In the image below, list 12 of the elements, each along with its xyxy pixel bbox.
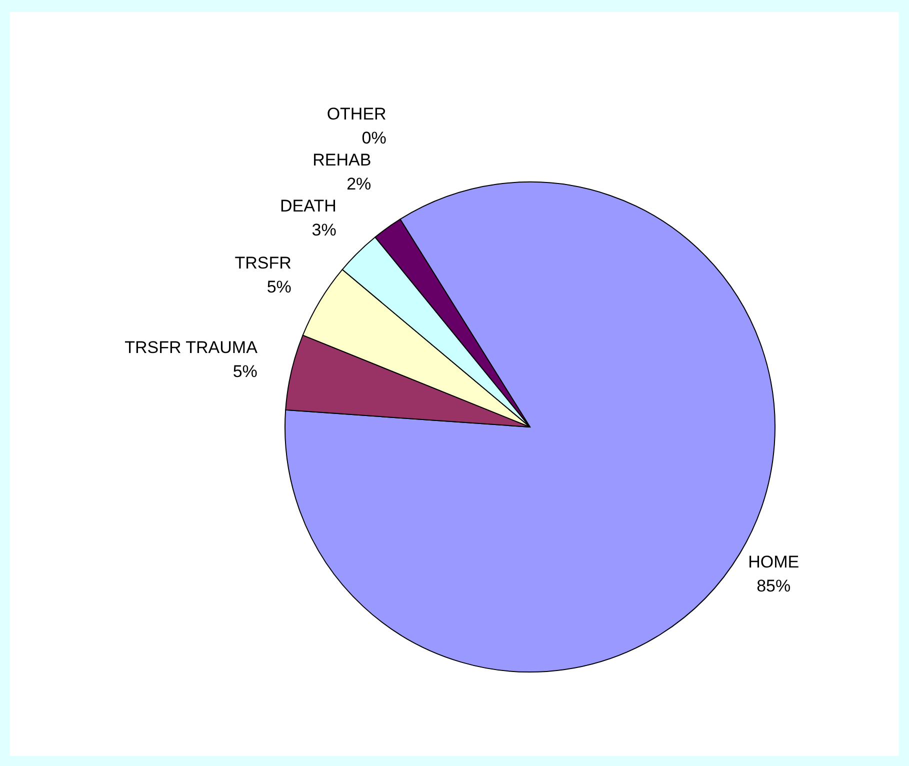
text: 0% <box>362 128 386 148</box>
data-label: 85% <box>756 576 791 596</box>
data-label: 5% <box>266 278 292 297</box>
data-label: 2% <box>346 174 372 194</box>
slice-label: DEATH <box>280 196 336 216</box>
slice-label: TRSFR TRAUMA <box>124 338 258 357</box>
data-label: 3% <box>312 220 336 240</box>
category-label: OTHER <box>326 104 386 124</box>
slice-label: TRSFR <box>234 254 292 273</box>
slice-label: HOME <box>748 552 800 572</box>
data-label: 5% <box>232 362 258 381</box>
slice-label: REHAB <box>312 150 372 170</box>
